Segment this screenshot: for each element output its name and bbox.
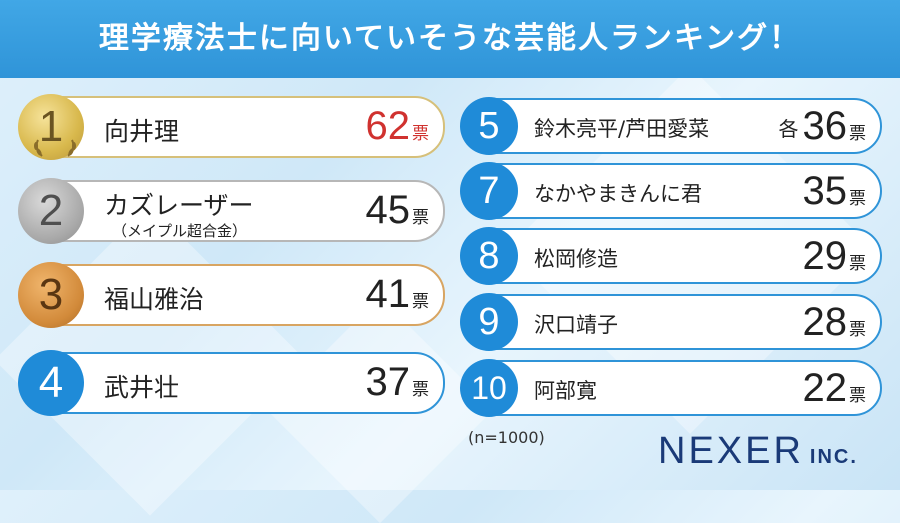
logo-suffix: INC. (809, 446, 858, 468)
rank-number: 5 (478, 104, 500, 147)
ranking-name: 武井壮 (104, 373, 180, 402)
rank-badge-blue: 5 (460, 97, 518, 155)
vote-unit: 票 (412, 208, 429, 228)
vote-count: 28 票 (803, 300, 867, 344)
ranking-card-3: 3 福山雅治 41 票 (18, 262, 445, 328)
vote-count: 22 票 (803, 366, 867, 410)
ranking-card-8: 8 松岡修造 29 票 (460, 227, 882, 285)
ranking-card-4: 4 武井壮 37 票 (18, 350, 445, 416)
rank-badge-silver: 2 (18, 178, 84, 244)
ranking-card-7: 7 なかやまきんに君 35 票 (460, 162, 882, 220)
vote-unit: 票 (412, 292, 429, 312)
rank-number: 8 (478, 234, 500, 277)
rank-number: 7 (478, 169, 500, 212)
vote-number: 28 (802, 300, 848, 344)
vote-number: 37 (365, 360, 411, 404)
vote-count: 62 票 (366, 104, 430, 148)
vote-number: 36 (802, 104, 848, 148)
vote-count: 29 票 (803, 234, 867, 278)
ranking-card-5: 5 鈴木亮平/芦田愛菜 各 36 票 (460, 97, 882, 155)
vote-number: 29 (802, 234, 848, 278)
title-bar (0, 0, 900, 78)
vote-unit: 票 (412, 124, 429, 144)
vote-count: 37 票 (366, 360, 430, 404)
ranking-name: 阿部寛 (534, 379, 597, 403)
rank-badge-blue: 9 (460, 293, 518, 351)
page-title: 理学療法士に向いていそうな芸能人ランキング！ (98, 21, 802, 56)
vote-unit: 票 (849, 124, 866, 144)
vote-count: 各 36 票 (779, 104, 867, 148)
laurel-icon (34, 139, 76, 157)
ranking-card-1: 1 向井理 62 票 (18, 94, 445, 160)
ranking-card-9: 9 沢口靖子 28 票 (460, 293, 882, 351)
ranking-name: カズレーザー (104, 191, 254, 220)
rank-badge-bronze: 3 (18, 262, 84, 328)
ranking-name: 鈴木亮平/芦田愛菜 (534, 117, 710, 141)
vote-unit: 票 (849, 189, 866, 209)
vote-unit: 票 (849, 320, 866, 340)
ranking-name: 沢口靖子 (534, 313, 618, 337)
vote-count: 41 票 (366, 272, 430, 316)
ranking-subtitle: （メイプル超合金） (112, 222, 248, 240)
ranking-name: 松岡修造 (534, 247, 618, 271)
rank-number: 2 (38, 186, 64, 235)
company-logo: NEXER INC. (658, 430, 858, 473)
rank-badge-blue: 4 (18, 350, 84, 416)
vote-number: 45 (365, 188, 411, 232)
vote-unit: 票 (412, 380, 429, 400)
ranking-card-10: 10 阿部寛 22 票 (460, 359, 882, 417)
vote-unit: 票 (849, 254, 866, 274)
vote-unit: 票 (849, 386, 866, 406)
rank-number: 4 (38, 358, 64, 407)
rank-number: 9 (478, 300, 500, 343)
logo-main: NEXER (658, 430, 804, 472)
vote-number: 35 (802, 169, 848, 213)
vote-count: 35 票 (803, 169, 867, 213)
rank-badge-blue: 7 (460, 162, 518, 220)
ranking-name: なかやまきんに君 (534, 182, 702, 206)
vote-count: 45 票 (366, 188, 430, 232)
vote-number: 62 (365, 104, 411, 148)
rank-badge-blue: 10 (460, 359, 518, 417)
ranking-name: 福山雅治 (104, 285, 205, 314)
rank-badge-blue: 8 (460, 227, 518, 285)
ranking-name: 向井理 (104, 117, 180, 146)
vote-number: 22 (802, 366, 848, 410)
ranking-card-2: 2 カズレーザー （メイプル超合金） 45 票 (18, 178, 445, 244)
vote-number: 41 (365, 272, 411, 316)
vote-prefix: 各 (778, 117, 799, 141)
rank-number: 3 (38, 270, 64, 319)
sample-size-note: (n=1000) (468, 428, 545, 447)
rank-number: 1 (38, 102, 64, 151)
rank-number: 10 (471, 369, 507, 406)
